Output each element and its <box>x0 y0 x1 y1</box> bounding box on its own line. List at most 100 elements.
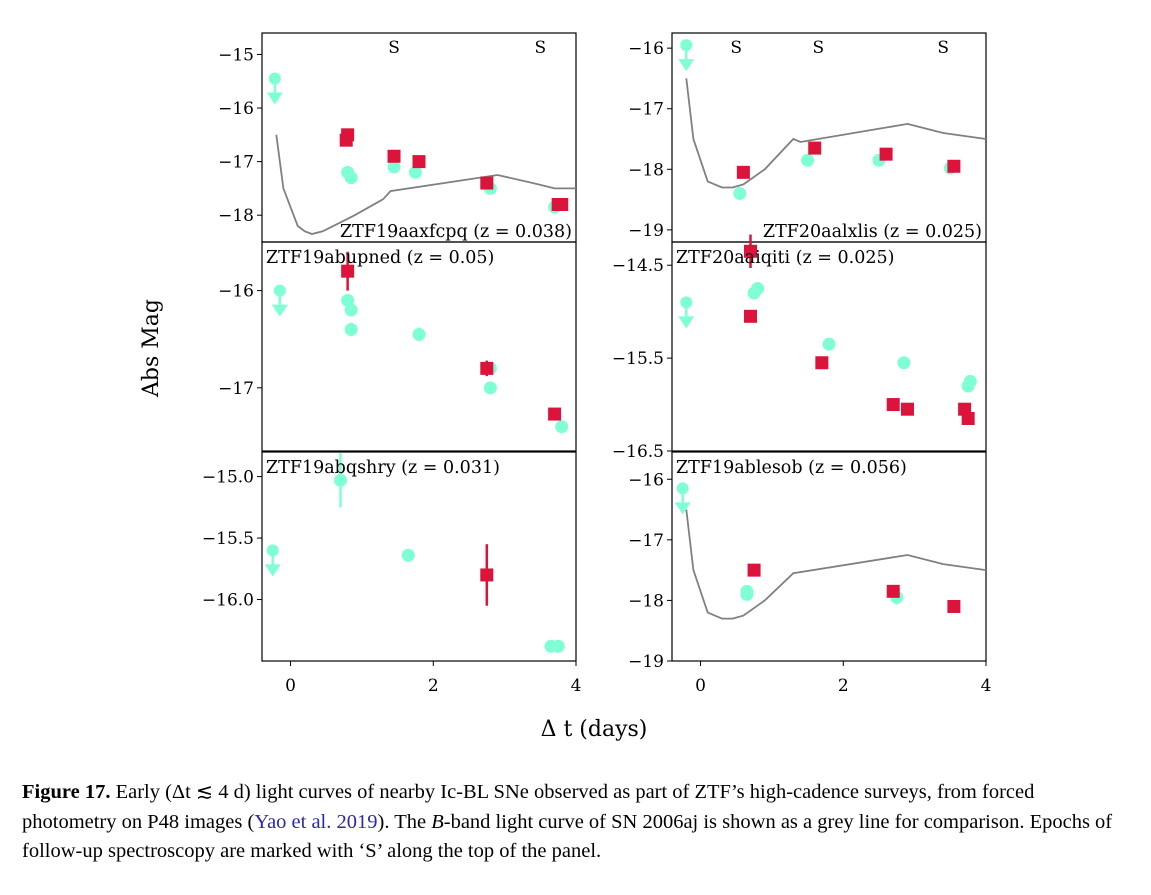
x-axis-label: Δ t (days) <box>541 717 648 742</box>
r-band-point <box>961 411 975 425</box>
g-band-point <box>747 286 761 300</box>
y-tick-label: −15.5 <box>612 349 664 369</box>
y-tick-label: −18 <box>218 206 254 226</box>
r-band-point <box>736 165 750 179</box>
g-band-point <box>334 473 347 487</box>
reference-curve-sn2006aj <box>275 134 576 235</box>
r-band-point <box>480 176 494 190</box>
caption-citation-link[interactable]: Yao et al. 2019 <box>254 810 378 833</box>
x-tick-label: 4 <box>571 676 582 696</box>
g-band-point <box>387 160 401 174</box>
r-band-point <box>341 264 355 278</box>
g-band-upper-limit-point <box>680 296 693 309</box>
g-band-point <box>733 187 747 201</box>
y-axis-label: Abs Mag <box>139 299 164 398</box>
y-tick-label: −17 <box>218 379 254 399</box>
y-tick-label: −16 <box>628 39 664 59</box>
g-band-point <box>801 153 815 167</box>
r-band-point <box>548 407 562 421</box>
panel-ZTF19abqshry: −15.0 −15.5 −16.0 ZTF19abqshry (z = 0.031) 0… <box>202 451 582 696</box>
panel-label: ZTF19ablesob (z = 0.056) <box>676 458 907 478</box>
g-band-point <box>963 374 977 388</box>
reference-curve-sn2006aj <box>685 78 987 189</box>
x-tick-label: 2 <box>838 676 849 696</box>
panel-frame <box>671 451 987 662</box>
y-tick-label: −17 <box>628 100 664 120</box>
r-band-point <box>551 197 565 211</box>
y-tick-label: −16.5 <box>612 442 664 462</box>
g-band-upper-limit-arrow <box>678 59 695 72</box>
y-tick-label: −15.5 <box>202 529 254 549</box>
spectroscopy-marker: S <box>812 38 824 58</box>
r-band-point <box>744 244 757 258</box>
caption-text-2: ). The <box>377 810 432 833</box>
r-band-point <box>341 128 355 142</box>
y-tick-label: −14.5 <box>612 256 664 276</box>
y-tick-label: −17 <box>218 153 254 173</box>
r-band-point <box>886 398 900 412</box>
r-band-point <box>815 356 829 370</box>
y-tick-label: −16.0 <box>202 591 254 611</box>
r-band-point <box>480 361 494 375</box>
caption-text-3: -band light curve of SN 2006aj is shown … <box>22 810 1113 863</box>
x-tick-label: 0 <box>285 676 296 696</box>
panel-label: ZTF19abqshry (z = 0.031) <box>266 458 500 478</box>
panel-ZTF19ablesob: −16 −17 −18 −19 ZTF19ablesob (z = 0.056) 0 2 4 <box>628 451 992 696</box>
y-tick-label: −16 <box>218 99 254 119</box>
r-band-point <box>387 149 401 163</box>
g-band-point <box>344 171 358 185</box>
r-band-point <box>744 309 757 323</box>
r-band-point <box>480 568 494 582</box>
panel-label: ZTF19abupned (z = 0.05) <box>266 248 494 268</box>
y-tick-label: −17 <box>628 531 664 551</box>
spectroscopy-marker: S <box>937 38 949 58</box>
caption-text-1: Early (Δt ≲ 4 d) light curves of nearby … <box>22 781 1035 833</box>
g-band-upper-limit-arrow <box>678 316 695 329</box>
y-tick-label: −19 <box>628 221 664 241</box>
g-band-upper-limit-point <box>266 544 279 557</box>
panel-frame <box>261 241 577 452</box>
g-band-point <box>555 420 569 434</box>
g-band-point <box>740 587 754 601</box>
g-band-upper-limit-arrow <box>264 564 281 577</box>
panel-label: ZTF20aaiqiti (z = 0.025) <box>676 248 894 268</box>
y-tick-label: −19 <box>628 652 664 672</box>
g-band-upper-limit-arrow <box>674 502 691 515</box>
g-band-upper-limit-point <box>676 482 689 495</box>
panel-frame <box>671 241 987 452</box>
panel-ZTF20aalxlis: −16 −17 −18 −19 S S S ZTF20aalxlis (z = 0.025) <box>628 32 987 243</box>
panel-ZTF20aaiqiti: −14.5 −15.5 −16.5 ZTF20aaiqiti (z = 0.025) <box>612 234 987 462</box>
r-band-point <box>947 159 961 173</box>
y-tick-label: −18 <box>628 591 664 611</box>
panel-ZTF19abupned: −16 −17 ZTF19abupned (z = 0.05) <box>218 241 577 452</box>
panel-frame <box>261 32 577 243</box>
g-band-point <box>401 548 415 562</box>
g-band-upper-limit-point <box>268 72 281 85</box>
g-band-upper-limit-point <box>680 39 693 52</box>
r-band-point <box>747 563 761 577</box>
x-tick-label: 0 <box>695 676 706 696</box>
g-band-point <box>344 322 358 336</box>
caption-label: Figure 17. <box>22 781 111 803</box>
r-band-point <box>412 155 426 169</box>
reference-curve-sn2006aj <box>685 509 987 620</box>
x-tick-label: 2 <box>428 676 439 696</box>
panel-ZTF19aaxfcpq: −15 −16 −17 −18 S S ZTF19aaxfcpq (z = 0.038) <box>218 32 577 243</box>
panel-label: ZTF20aalxlis (z = 0.025) <box>763 222 982 242</box>
g-band-upper-limit-point <box>273 284 286 297</box>
r-band-point <box>879 147 893 161</box>
spectroscopy-marker: S <box>730 38 742 58</box>
panel-label: ZTF19aaxfcpq (z = 0.038) <box>340 222 572 242</box>
g-band-point <box>412 327 426 341</box>
r-band-point <box>886 584 900 598</box>
g-band-point <box>483 381 497 395</box>
spectroscopy-marker: S <box>388 38 400 58</box>
g-band-point <box>897 356 911 370</box>
x-tick-label: 4 <box>981 676 992 696</box>
g-band-point <box>822 337 836 351</box>
spectroscopy-marker: S <box>534 38 546 58</box>
g-band-point <box>408 165 422 179</box>
g-band-upper-limit-arrow <box>266 92 283 105</box>
y-tick-label: −15.0 <box>202 468 254 488</box>
caption-band: B <box>431 810 444 833</box>
